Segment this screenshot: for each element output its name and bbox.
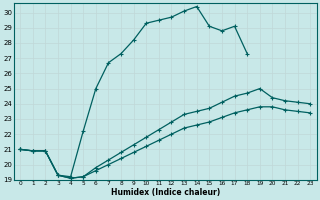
X-axis label: Humidex (Indice chaleur): Humidex (Indice chaleur): [111, 188, 220, 197]
